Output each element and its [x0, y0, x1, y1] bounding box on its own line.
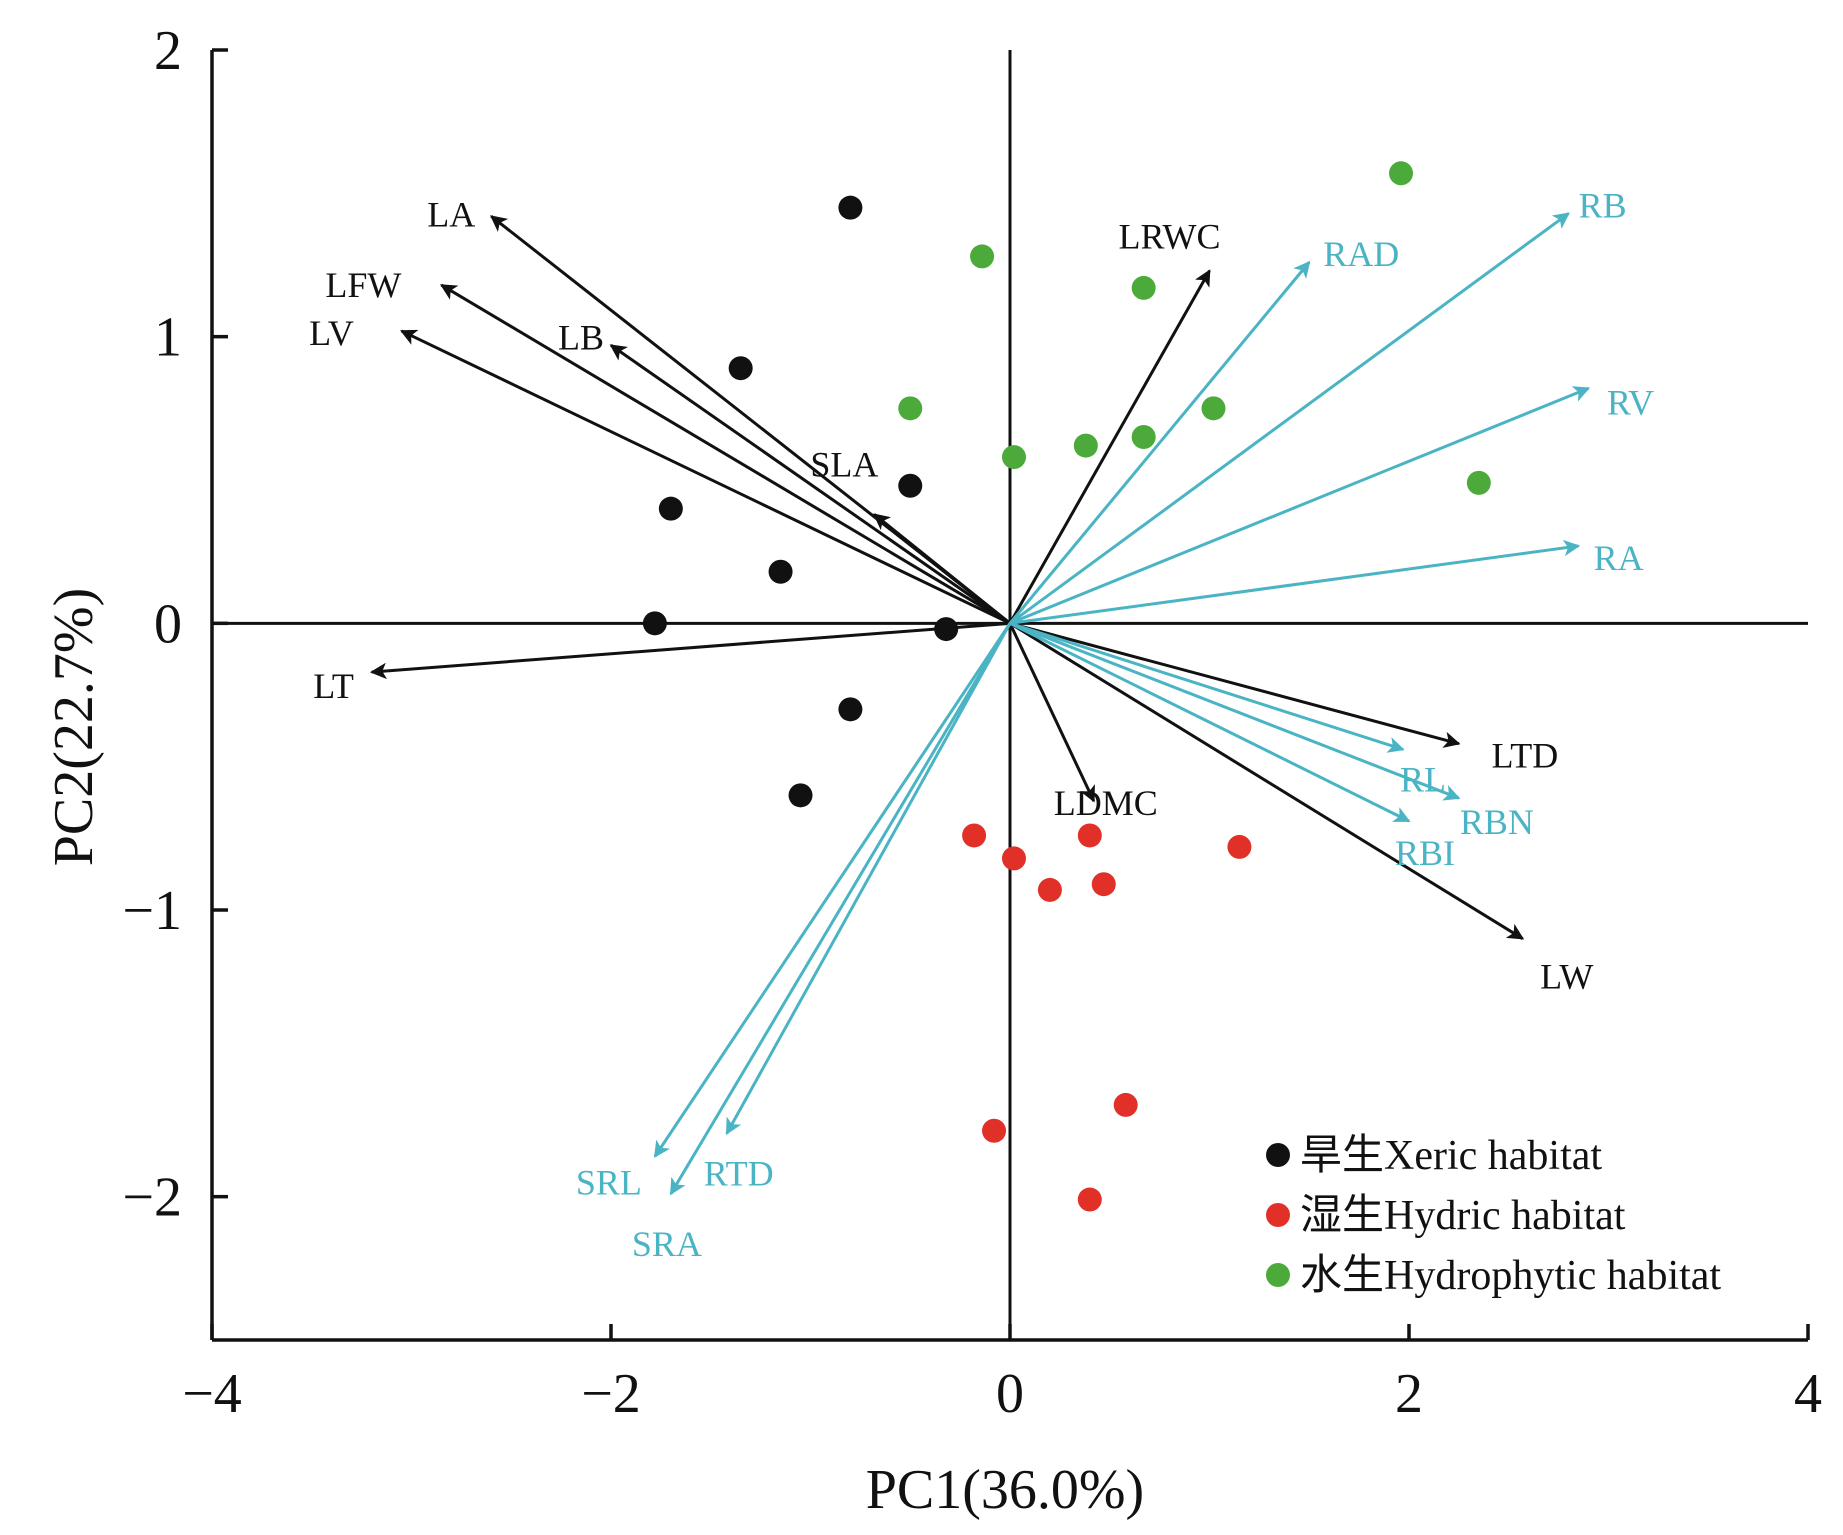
vector-label-lv: LV — [309, 313, 354, 353]
vector-rbi — [1009, 621, 1411, 823]
vector-label-ltd: LTD — [1492, 736, 1559, 776]
vector-lfw — [440, 283, 1011, 625]
vector-rb — [1009, 212, 1570, 625]
point-series-1 — [838, 697, 863, 722]
x-tick-label: 0 — [996, 1363, 1024, 1425]
point-series-1 — [788, 783, 813, 808]
point-series-2 — [1227, 834, 1252, 859]
sample-points — [642, 161, 1491, 1212]
vector-label-rtd: RTD — [704, 1154, 774, 1194]
vector-label-sla: SLA — [810, 444, 878, 484]
vector-ltd — [1009, 621, 1461, 748]
y-tick-label: 0 — [154, 593, 182, 655]
vector-label-sra: SRA — [632, 1224, 702, 1264]
point-series-2 — [1091, 872, 1116, 897]
point-series-1 — [898, 473, 923, 498]
point-series-2 — [1113, 1092, 1138, 1117]
point-series-3 — [1201, 396, 1226, 421]
legend-label-3: 水生Hydrophytic habitat — [1300, 1253, 1721, 1299]
point-series-3 — [1001, 445, 1026, 470]
axes: −4 −2 0 2 4 2 1 0 −1 −2 PC1(36.0%) PC2(22.7%) — [43, 20, 1822, 1521]
vector-rad — [1008, 260, 1311, 625]
vector-label-lfw: LFW — [325, 265, 401, 305]
vector-srl — [653, 622, 1012, 1158]
vector-label-rb: RB — [1579, 185, 1627, 225]
vector-label-ldmc: LDMC — [1054, 783, 1158, 823]
vector-lrwc — [1008, 269, 1211, 625]
vector-label-lrwc: LRWC — [1118, 217, 1220, 257]
point-series-2 — [1001, 846, 1026, 871]
point-series-2 — [982, 1118, 1007, 1143]
vector-rbn — [1009, 621, 1461, 801]
vector-lb — [609, 344, 1011, 625]
vector-label-lt: LT — [313, 666, 354, 706]
vector-sra — [669, 622, 1012, 1196]
vector-ldmc — [1008, 622, 1096, 803]
vector-lt — [369, 621, 1011, 680]
y-axis-title: PC2(22.7%) — [43, 588, 105, 866]
point-series-1 — [658, 496, 683, 521]
point-series-3 — [1466, 470, 1491, 495]
legend-marker-1 — [1266, 1143, 1290, 1167]
vector-rtd — [725, 622, 1012, 1136]
x-axis-title: PC1(36.0%) — [866, 1459, 1144, 1521]
vector-label-rbi: RBI — [1395, 833, 1455, 873]
point-series-2 — [1077, 1187, 1102, 1212]
vector-lv — [400, 329, 1011, 625]
x-tick-label: −4 — [182, 1363, 242, 1425]
vector-ra — [1009, 539, 1581, 625]
point-series-2 — [1077, 823, 1102, 848]
vector-label-srl: SRL — [576, 1163, 642, 1203]
x-tick-label: −2 — [581, 1363, 641, 1425]
point-series-3 — [970, 244, 995, 269]
point-series-3 — [1131, 275, 1156, 300]
legend: 旱生Xeric habitat 湿生Hydric habitat 水生Hydroph… — [1266, 1133, 1721, 1299]
y-tick-label: 1 — [154, 307, 182, 369]
vector-label-lw: LW — [1540, 957, 1593, 997]
vector-label-lb: LB — [558, 317, 604, 357]
legend-marker-2 — [1266, 1203, 1290, 1227]
x-tick-label: 4 — [1794, 1363, 1822, 1425]
point-series-3 — [1131, 425, 1156, 449]
vector-rv — [1009, 386, 1591, 625]
legend-marker-3 — [1266, 1263, 1290, 1287]
point-series-3 — [1073, 433, 1098, 458]
vector-label-rbn: RBN — [1460, 802, 1534, 842]
y-tick-label: 2 — [154, 20, 182, 82]
legend-label-1: 旱生Xeric habitat — [1300, 1133, 1602, 1179]
point-series-1 — [768, 559, 793, 584]
point-series-1 — [728, 356, 753, 381]
y-tick-label: −1 — [122, 880, 182, 942]
point-series-1 — [838, 195, 863, 220]
vector-label-la: LA — [427, 194, 475, 234]
y-tick-label: −2 — [122, 1167, 182, 1229]
point-series-2 — [1037, 877, 1062, 902]
point-series-2 — [962, 823, 987, 848]
vector-label-rad: RAD — [1323, 234, 1399, 274]
vector-rl — [1009, 621, 1405, 753]
x-tick-label: 2 — [1395, 1363, 1423, 1425]
legend-label-2: 湿生Hydric habitat — [1300, 1193, 1626, 1239]
point-series-3 — [1389, 161, 1414, 186]
vector-label-rv: RV — [1607, 382, 1654, 422]
point-series-3 — [898, 396, 923, 421]
vector-sla — [873, 513, 1011, 625]
vector-lw — [1009, 622, 1525, 940]
point-series-1 — [642, 611, 667, 636]
point-series-1 — [934, 617, 959, 642]
vector-label-ra: RA — [1594, 538, 1644, 578]
